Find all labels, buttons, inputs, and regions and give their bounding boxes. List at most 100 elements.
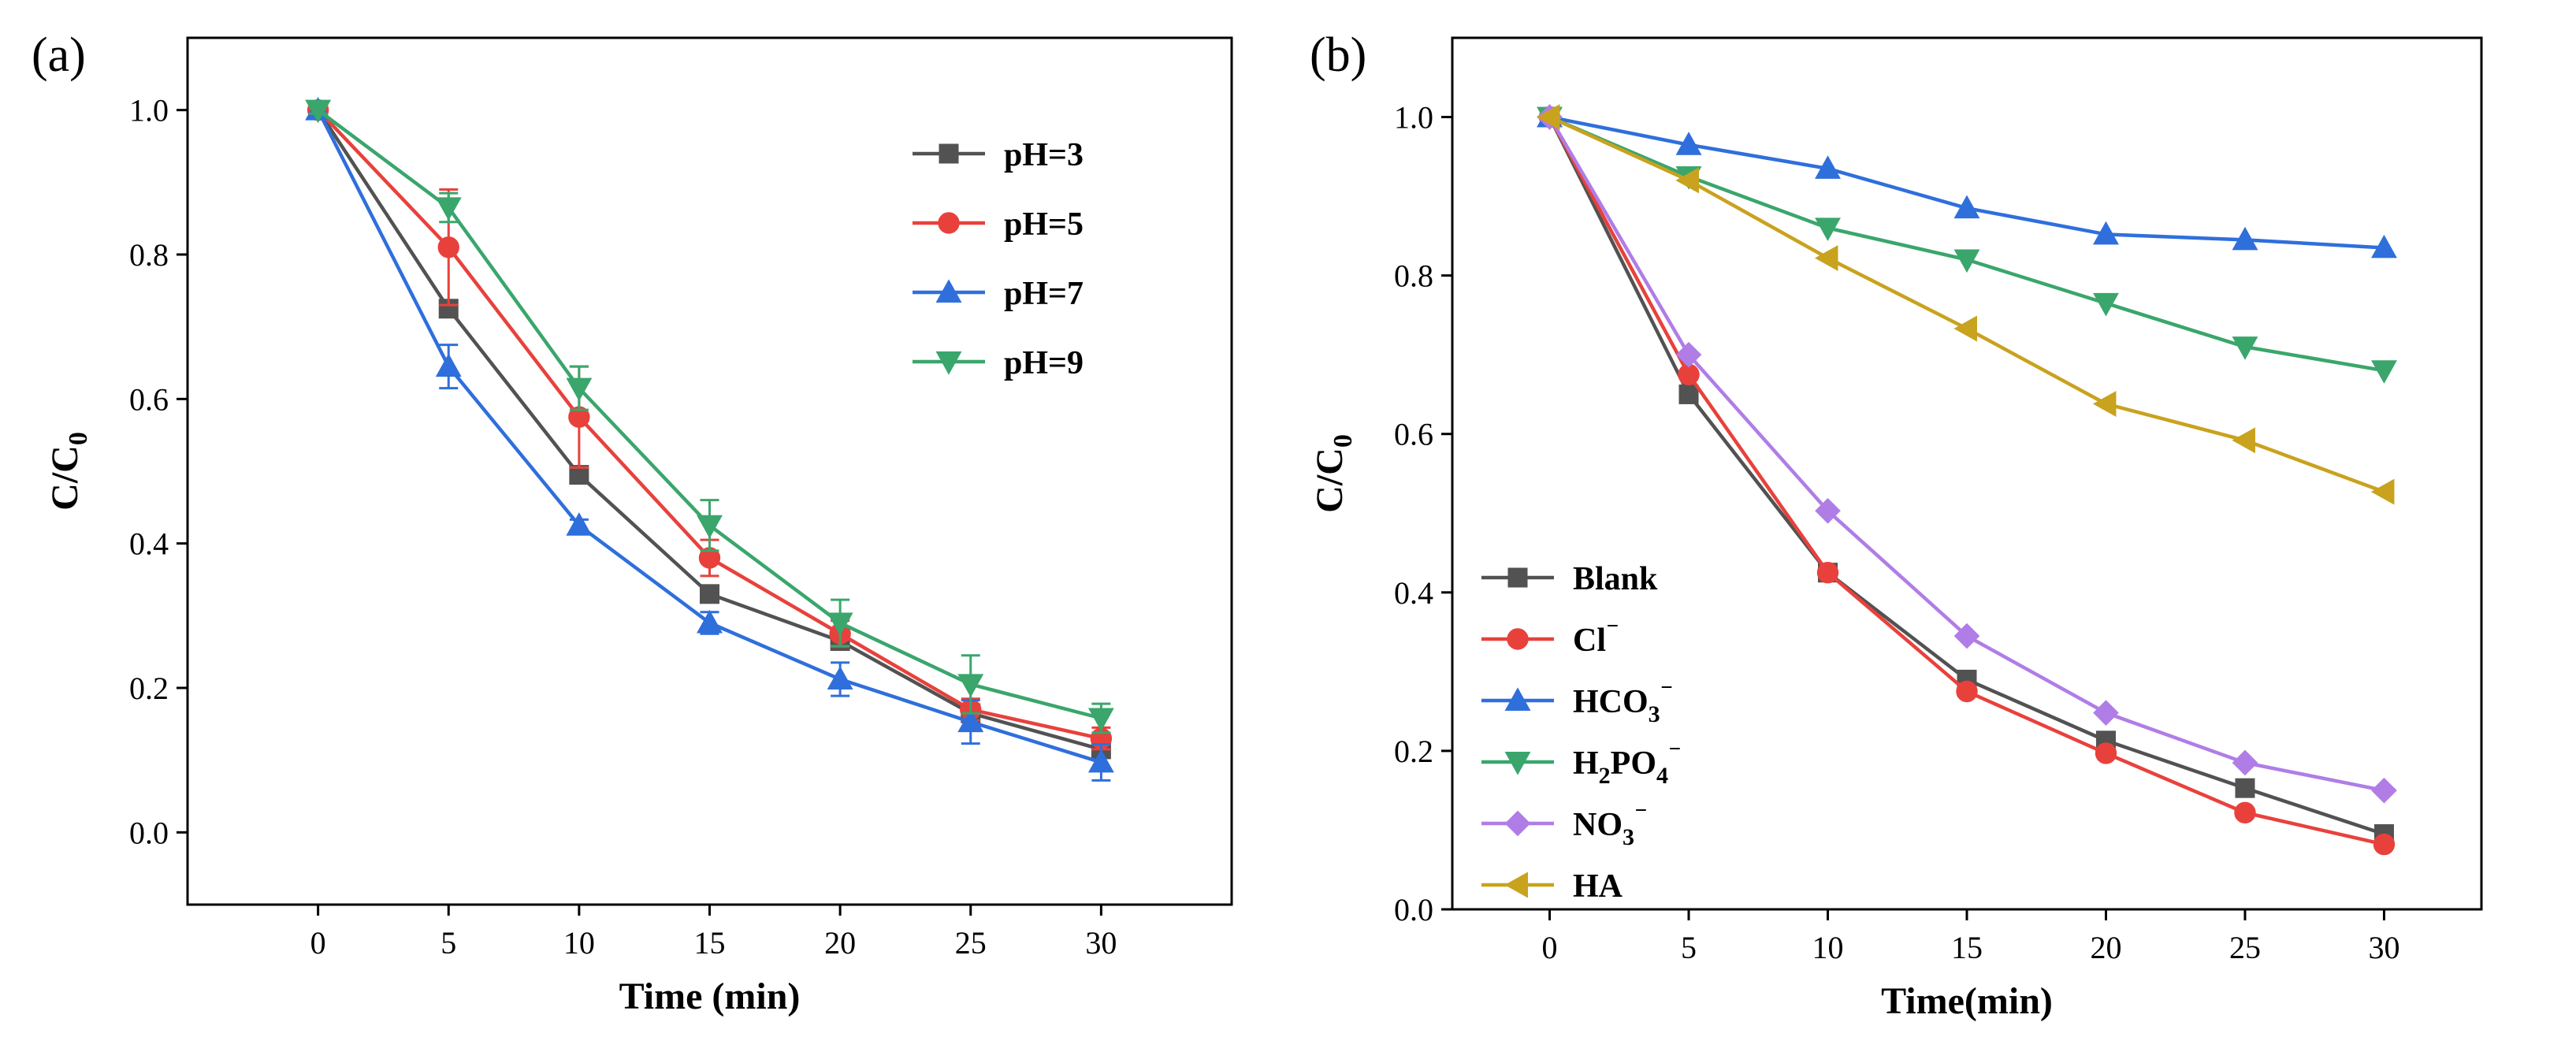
- legend-marker: [935, 279, 962, 303]
- legend-label: Blank: [1573, 561, 1658, 597]
- legend-label-part: PO: [1611, 745, 1656, 782]
- data-point: [1953, 195, 1980, 219]
- data-point: [2232, 226, 2258, 251]
- legend-label-part: ⁻: [1660, 677, 1674, 705]
- panel-label: (b): [1310, 28, 1366, 82]
- y-tick-label: 0.6: [129, 381, 169, 417]
- data-point: [1815, 217, 1841, 241]
- legend-label-part: 3: [1649, 701, 1660, 727]
- data-point: [1087, 749, 1114, 773]
- legend-marker: [1507, 628, 1529, 650]
- data-point: [700, 584, 719, 604]
- data-point: [827, 612, 853, 637]
- y-tick-label: 0.2: [129, 671, 169, 706]
- y-tick-label: 0.4: [1394, 575, 1433, 611]
- y-axis-title: C/C0: [1309, 434, 1358, 513]
- data-point: [2232, 749, 2258, 776]
- x-tick-label: 20: [824, 925, 856, 961]
- x-tick-label: 0: [1542, 930, 1558, 965]
- y-tick-label: 0.0: [1394, 892, 1433, 927]
- data-point: [437, 236, 459, 258]
- y-axis-title-main: C/C: [1309, 448, 1351, 513]
- series-line: [1548, 116, 2385, 836]
- legend-marker: [938, 212, 960, 234]
- legend-label-part: HCO: [1573, 684, 1649, 720]
- series-line: [316, 109, 1102, 752]
- legend-marker: [935, 351, 962, 375]
- y-axis-title-main: C/C: [44, 445, 86, 511]
- series-line: [1549, 115, 2385, 250]
- y-tick-label: 1.0: [1394, 100, 1433, 136]
- data-point: [1816, 561, 1839, 584]
- legend-label-part: NO: [1573, 807, 1623, 843]
- series-3: [1537, 106, 2397, 384]
- x-tick-label: 0: [310, 925, 326, 961]
- x-tick-label: 15: [1951, 930, 1983, 965]
- x-tick-label: 10: [1812, 930, 1844, 965]
- data-point: [1953, 623, 1980, 649]
- data-point: [2235, 778, 2255, 798]
- x-tick-label: 5: [1681, 930, 1697, 965]
- x-axis-title: Time (min): [619, 976, 801, 1017]
- series-1: [307, 98, 1113, 751]
- series-line: [316, 109, 1102, 764]
- series-5: [1536, 104, 2395, 505]
- x-tick-label: 5: [440, 925, 456, 961]
- data-point: [2232, 336, 2258, 360]
- legend-marker: [1504, 687, 1531, 711]
- x-tick-label: 20: [2090, 930, 2121, 965]
- x-tick-label: 25: [2229, 930, 2261, 965]
- legend-label-part: 4: [1656, 763, 1668, 789]
- data-point: [1678, 384, 1699, 404]
- data-point: [2093, 292, 2119, 317]
- data-point: [1675, 132, 1702, 155]
- legend-label: NO3⁻: [1573, 800, 1648, 850]
- data-point: [1815, 497, 1841, 524]
- legend-label: Cl⁻: [1573, 615, 1619, 659]
- data-point: [2092, 391, 2117, 417]
- x-tick-label: 30: [2368, 930, 2399, 965]
- x-tick-label: 25: [955, 925, 987, 961]
- y-tick-label: 0.2: [1394, 734, 1433, 769]
- data-point: [1953, 315, 1977, 342]
- data-point: [305, 99, 332, 124]
- x-axis-title: Time(min): [1881, 980, 2053, 1022]
- y-tick-label: 0.8: [1394, 258, 1433, 294]
- series-0: [308, 100, 1111, 760]
- data-point: [1814, 245, 1838, 271]
- legend-label-part: HA: [1573, 868, 1623, 905]
- data-point: [566, 512, 593, 536]
- y-axis-title-sub: 0: [64, 432, 93, 445]
- data-point: [435, 197, 462, 221]
- chart-panel-b: (b)0 5 10 15 20 25 300.00.20.40.60.81.0Time(mi…: [1309, 28, 2483, 1022]
- data-point: [2234, 801, 2256, 824]
- x-tick-label: 15: [694, 925, 726, 961]
- panel-label: (a): [32, 28, 86, 82]
- y-axis-title-sub: 0: [1329, 434, 1358, 448]
- series-2: [1537, 103, 2397, 258]
- data-point: [2371, 360, 2397, 384]
- legend-label-part: H: [1573, 745, 1599, 782]
- legend-label: pH=7: [1004, 276, 1084, 312]
- data-point: [1087, 708, 1114, 732]
- series-line: [1548, 115, 2385, 494]
- legend-label-part: Cl: [1573, 623, 1606, 659]
- y-tick-label: 0.0: [129, 815, 169, 850]
- legend-label: HA: [1573, 868, 1623, 905]
- data-point: [2232, 427, 2255, 454]
- data-point: [2093, 700, 2119, 726]
- data-point: [697, 515, 723, 539]
- legend-label: pH=3: [1004, 137, 1084, 173]
- series-line: [316, 109, 1102, 741]
- data-point: [1956, 680, 1978, 703]
- x-tick-label: 10: [563, 925, 595, 961]
- legend-label-part: 3: [1623, 824, 1634, 850]
- series-2: [305, 97, 1114, 782]
- data-point: [1536, 104, 1560, 130]
- data-point: [1815, 155, 1841, 179]
- y-axis-title: C/C0: [44, 432, 93, 511]
- data-point: [957, 674, 984, 698]
- data-point: [2370, 478, 2395, 505]
- data-point: [957, 708, 984, 733]
